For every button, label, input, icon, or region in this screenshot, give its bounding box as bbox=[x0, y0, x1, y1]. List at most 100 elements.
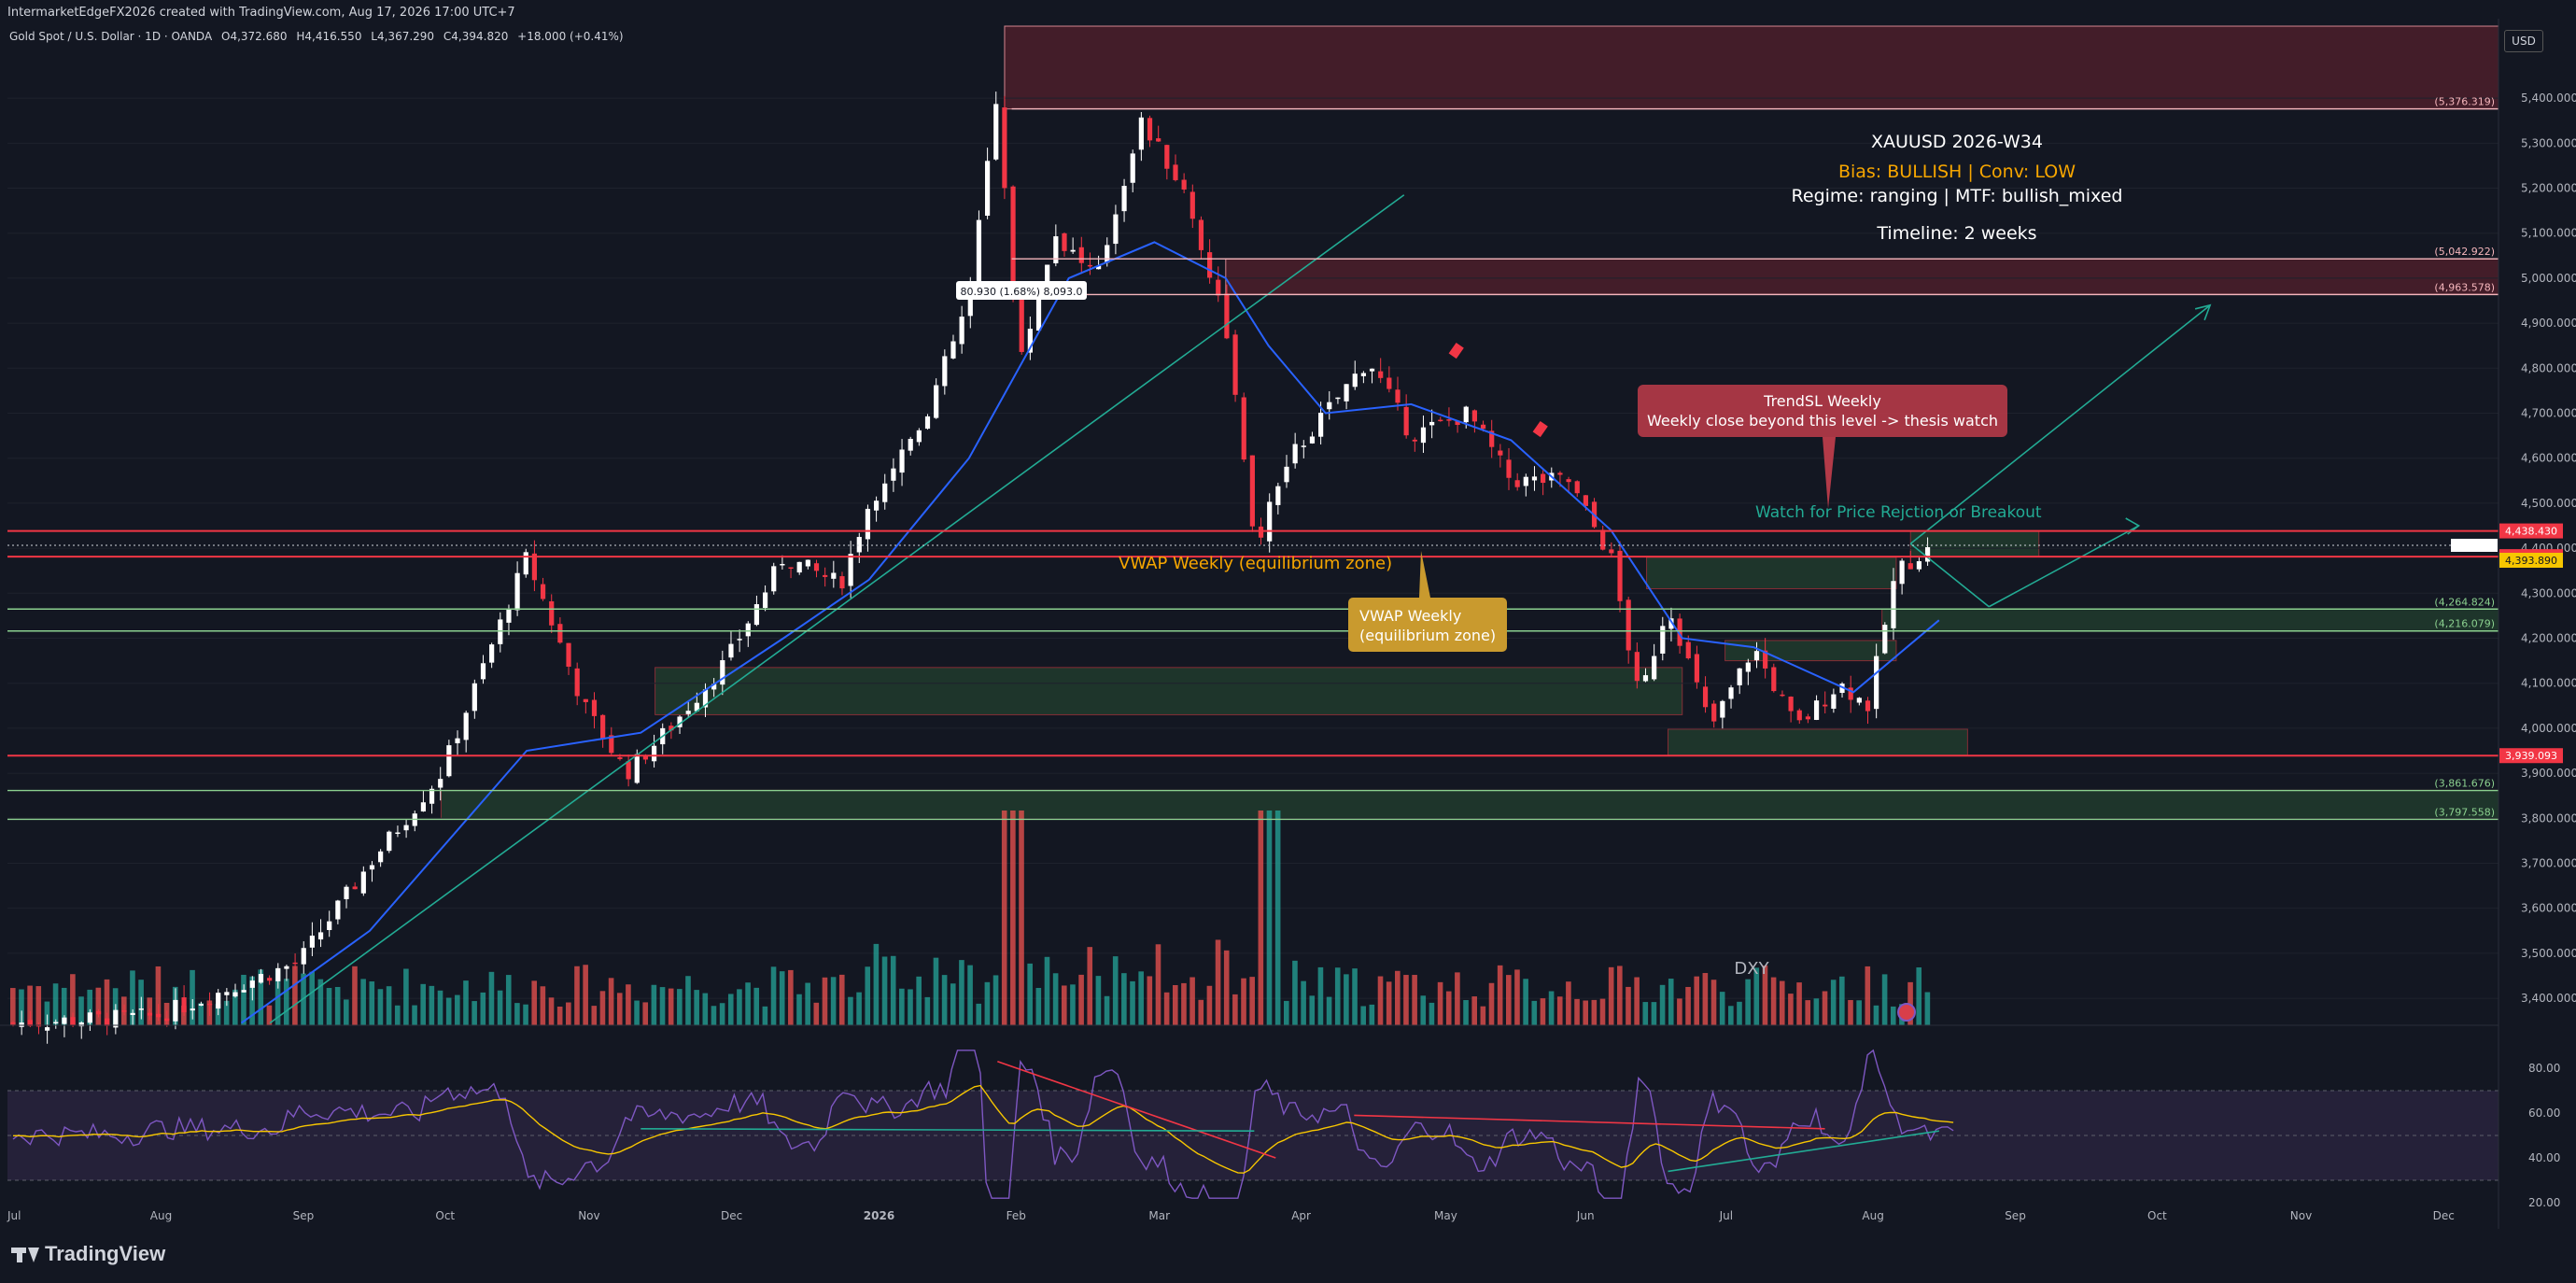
rsi-tick-label: 40.00 bbox=[2528, 1151, 2560, 1164]
candle-body bbox=[1412, 439, 1417, 442]
volume-bar bbox=[1223, 950, 1230, 1025]
volume-bar bbox=[599, 991, 606, 1025]
tradingview-logo-text: TradingView bbox=[45, 1242, 166, 1265]
rsi-tick-label: 80.00 bbox=[2528, 1062, 2560, 1075]
candle-body bbox=[147, 1012, 153, 1016]
candle-body bbox=[1882, 625, 1888, 654]
volume-bar bbox=[1326, 996, 1332, 1025]
candle-body bbox=[70, 1017, 76, 1025]
volume-bar bbox=[344, 999, 349, 1025]
candle-body bbox=[1352, 374, 1358, 388]
symbol-legend[interactable]: Gold Spot / U.S. Dollar · 1D · OANDA O4,… bbox=[9, 30, 629, 43]
volume-bar bbox=[908, 989, 913, 1025]
candle-body bbox=[771, 566, 777, 592]
volume-bar bbox=[445, 997, 452, 1025]
candle-body bbox=[959, 317, 964, 345]
volume-bar bbox=[1301, 980, 1306, 1025]
volume-bar bbox=[848, 996, 853, 1025]
volume-bar bbox=[1087, 947, 1093, 1025]
volume-bar bbox=[1412, 975, 1417, 1025]
time-tick-label: May bbox=[1434, 1209, 1457, 1222]
rsi-divergence-line bbox=[1354, 1114, 1825, 1130]
volume-bar bbox=[1344, 974, 1349, 1025]
annotation-regime: Regime: ranging | MTF: bullish_mixed bbox=[1792, 186, 2123, 206]
rsi-ma-line bbox=[12, 1084, 1954, 1174]
candle-body bbox=[1275, 486, 1281, 505]
price-tick-label: 4,800.000 bbox=[2521, 361, 2576, 374]
teal-trendline bbox=[1988, 525, 2140, 608]
volume-bar bbox=[232, 989, 238, 1025]
candle-body bbox=[284, 966, 289, 969]
volume-bar bbox=[403, 968, 409, 1025]
volume-bar bbox=[1480, 1006, 1486, 1025]
candle-body bbox=[1455, 420, 1460, 426]
level-tag bbox=[2499, 748, 2563, 764]
volume-bar bbox=[78, 996, 84, 1025]
volume-bar bbox=[360, 979, 366, 1025]
price-tick-label: 4,200.000 bbox=[2521, 631, 2576, 644]
candle-body bbox=[796, 561, 802, 573]
candle-body bbox=[216, 993, 221, 1009]
candle-body bbox=[190, 1008, 195, 1011]
candle-body bbox=[1130, 153, 1135, 183]
volume-bar bbox=[976, 1003, 982, 1025]
volume-bar bbox=[1104, 995, 1110, 1025]
volume-bar bbox=[1377, 976, 1384, 1025]
volume-bar bbox=[377, 989, 384, 1025]
candle-body bbox=[498, 619, 503, 644]
candle-body bbox=[378, 851, 384, 863]
candle-body bbox=[1600, 529, 1606, 550]
volume-bar bbox=[1873, 1005, 1879, 1025]
candle-body bbox=[1121, 186, 1127, 212]
measure-tag bbox=[956, 281, 1087, 300]
candle-body bbox=[1702, 686, 1709, 708]
volume-bar bbox=[19, 989, 24, 1025]
volume-bar bbox=[130, 970, 135, 1025]
last-price-tag bbox=[2499, 552, 2563, 568]
candle-body bbox=[1156, 138, 1161, 142]
trendsl-title: TrendSL Weekly bbox=[1763, 392, 1881, 410]
demand-zone bbox=[1909, 530, 2040, 557]
volume-bar bbox=[1019, 811, 1024, 1025]
time-tick-label: Dec bbox=[2433, 1209, 2455, 1222]
vwap-line-label: VWAP Weekly (equilibrium zone) bbox=[1119, 554, 1392, 573]
volume-bar bbox=[1215, 939, 1221, 1025]
candle-body bbox=[1113, 214, 1119, 245]
candle-body bbox=[1694, 654, 1700, 683]
volume-bar bbox=[1198, 999, 1204, 1025]
level-tag bbox=[2499, 523, 2563, 539]
price-tick-label: 4,100.000 bbox=[2521, 677, 2576, 690]
currency-button[interactable]: USD bbox=[2504, 30, 2543, 52]
candle-body bbox=[1711, 703, 1717, 722]
candle-body bbox=[1087, 264, 1093, 267]
candle-body bbox=[549, 600, 555, 626]
volume-bar bbox=[1540, 998, 1546, 1025]
candle-body bbox=[62, 1017, 67, 1024]
volume-bar bbox=[899, 988, 905, 1025]
candle-body bbox=[1805, 716, 1811, 720]
candle-body bbox=[173, 999, 178, 1022]
volume-bar bbox=[317, 979, 324, 1025]
candle-body bbox=[702, 689, 709, 708]
candle-body bbox=[1634, 652, 1640, 682]
candle-body bbox=[446, 745, 452, 777]
volume-bar bbox=[1206, 985, 1213, 1025]
volume-bar bbox=[429, 985, 435, 1025]
volume-bar bbox=[44, 1001, 50, 1025]
candle-body bbox=[1763, 650, 1768, 669]
candle-body bbox=[224, 992, 230, 995]
candle-body bbox=[1574, 481, 1580, 494]
volume-bar bbox=[745, 982, 751, 1025]
volume-bar bbox=[249, 976, 255, 1025]
candle-body bbox=[1907, 563, 1913, 570]
time-tick-label: Apr bbox=[1291, 1209, 1311, 1222]
tradingview-logo[interactable]: TradingView bbox=[11, 1242, 165, 1266]
footer-bar bbox=[0, 1231, 2576, 1283]
demand-zone bbox=[1646, 557, 1897, 589]
candle-body bbox=[1309, 436, 1316, 444]
candle-body bbox=[1446, 419, 1452, 421]
volume-bar bbox=[548, 997, 555, 1025]
volume-bar bbox=[1813, 998, 1820, 1025]
candle-body bbox=[1848, 687, 1853, 700]
